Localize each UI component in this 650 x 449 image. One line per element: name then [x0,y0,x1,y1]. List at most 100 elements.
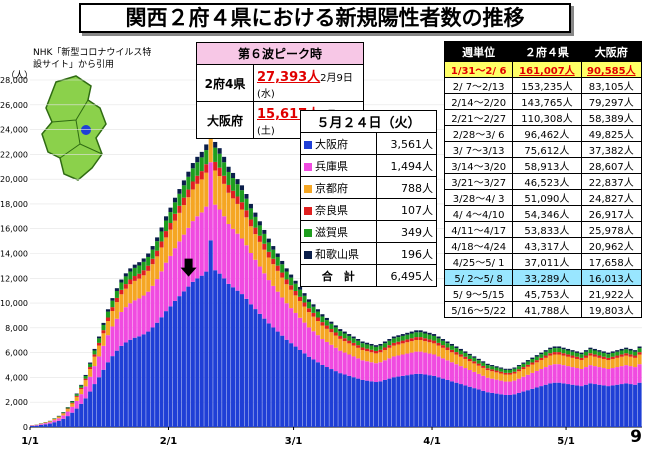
bar-segment [481,365,486,368]
bar-segment [101,369,106,427]
bar-segment [217,209,222,274]
bar-segment [570,367,575,385]
bar-segment [289,277,294,286]
bar-segment [566,366,571,385]
bar-segment [610,352,615,357]
bar-segment [472,363,477,372]
bar-segment [168,223,173,230]
bar-segment [38,424,44,425]
bar-segment [369,345,374,350]
y-tick-label: 16,000 [0,225,28,234]
source-note: NHK「新型コロナウイルス特設サイト」から引用 [33,48,152,70]
bar-segment [79,403,84,427]
bar-segment [427,353,432,376]
bar-segment [592,356,597,367]
bar-segment [275,331,280,427]
bar-segment [530,357,535,359]
bar-segment [79,387,84,390]
bar-segment [481,390,486,427]
bar-segment [467,355,472,360]
bar-segment [436,338,441,343]
bar-segment [315,309,320,312]
bar-segment [615,351,620,356]
bar-segment [132,264,137,268]
bar-segment [92,348,97,351]
bar-segment [329,344,334,370]
legend-value: 349人 [375,220,438,243]
bar-segment [360,350,365,361]
bar-segment [61,413,66,416]
bar-segment [280,264,285,273]
bar-segment [445,379,450,427]
bar-segment [222,183,227,217]
bar-segment [525,364,530,367]
bar-segment [52,420,57,423]
bar-segment [516,392,521,427]
bar-segment [262,273,267,319]
weekly-cell: 153,235人 [512,77,582,94]
bar-segment [204,172,209,207]
bar-segment [516,369,521,372]
bar-segment [239,202,245,210]
bar-segment [324,317,329,321]
bar-segment [65,411,70,417]
bar-segment [168,306,173,427]
bar-segment [177,193,182,206]
bar-segment [164,231,169,238]
bar-segment [458,348,463,351]
bar-segment [436,336,441,339]
bar-segment [525,366,530,375]
bar-segment [570,384,575,427]
bar-segment [257,313,262,427]
bar-segment [222,175,227,184]
weekly-cell: 19,803人 [580,301,643,318]
legend-row: 奈良県 107人 [300,198,438,221]
bar-segment [579,357,584,361]
y-tick-label: 12,000 [0,274,28,283]
bar-segment [449,343,454,346]
x-tick-label: 5/1 [557,436,575,447]
bar-segment [119,345,124,427]
bar-segment [405,332,410,335]
bar-segment [302,302,307,307]
bar-segment [534,387,539,427]
bar-segment [181,185,186,198]
bar-segment [525,390,530,427]
bar-segment [43,424,48,427]
bar-segment [114,290,119,298]
bar-segment [79,384,84,386]
bar-segment [481,375,486,391]
bar-segment [606,369,611,387]
bar-segment [289,274,294,278]
weekly-cell: 90,585人 [580,61,643,78]
bar-segment [552,348,557,353]
bar-segment [512,373,517,381]
bar-segment [306,308,312,313]
bar-segment [628,350,633,355]
bar-segment [391,345,396,357]
bar-segment [146,291,151,332]
bar-segment [409,352,414,375]
bar-segment [65,416,70,427]
bar-segment [56,416,61,417]
bar-segment [356,339,361,341]
bar-segment [275,256,280,266]
y-tick-label: 24,000 [0,126,28,135]
bar-segment [132,280,137,301]
bar-segment [624,349,629,354]
bar-segment [266,280,271,324]
bar-segment [186,171,191,177]
bar-segment [454,382,459,427]
legend-value: 107人 [375,198,438,221]
bar-segment [213,270,218,427]
bar-segment [588,383,593,427]
bar-segment [30,425,35,427]
bar-segment [615,350,620,352]
weekly-cell: 3/14～3/20 [443,157,514,174]
bar-segment [516,365,521,367]
bar-segment [342,338,347,342]
bar-segment [440,339,446,341]
legend-row: 滋賀県 349人 [300,220,438,243]
bar-segment [548,349,553,354]
bar-segment [458,350,463,355]
